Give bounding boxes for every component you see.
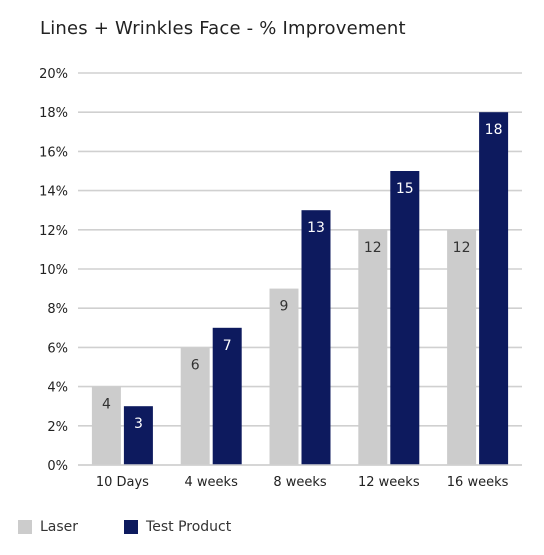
data-label-test-product: 3 [134,416,143,432]
y-tick-label: 18% [39,106,68,121]
bar-laser [269,288,299,465]
data-label-laser: 4 [102,397,111,413]
legend-label-test-product: Test Product [146,519,232,535]
bar-test-product [123,406,153,465]
y-tick-label: 2% [47,420,68,435]
y-tick-label: 12% [39,224,68,239]
bar-test-product [301,210,331,465]
y-tick-label: 4% [47,381,68,396]
bar-test-product [212,327,242,465]
data-label-laser: 9 [280,299,289,315]
legend-item-laser: Laser [18,519,78,535]
bar-laser [358,229,388,465]
x-tick-label: 10 Days [96,475,149,490]
legend: Laser Test Product [18,519,277,535]
bar-test-product [479,112,509,465]
y-tick-label: 10% [39,263,68,278]
data-label-test-product: 15 [396,181,414,197]
y-tick-label: 0% [47,459,68,474]
bar-test-product [390,171,420,465]
x-tick-label: 12 weeks [358,475,420,490]
data-label-test-product: 13 [307,220,325,236]
data-label-laser: 12 [453,240,471,256]
bar-laser [447,229,477,465]
data-label-test-product: 18 [485,122,503,138]
legend-item-test-product: Test Product [124,519,231,535]
y-tick-label: 16% [39,145,68,160]
legend-swatch-test-product [124,520,139,534]
bar-laser [91,386,121,465]
y-tick-label: 14% [39,185,68,200]
x-tick-label: 8 weeks [273,475,327,490]
data-label-test-product: 7 [223,338,232,354]
legend-label-laser: Laser [40,519,79,535]
legend-swatch-laser [18,520,32,534]
x-tick-label: 4 weeks [185,475,239,490]
chart-title: Lines + Wrinkles Face - % Improvement [40,18,406,39]
data-label-laser: 12 [364,240,382,256]
bar-laser [180,347,210,465]
y-tick-label: 6% [47,341,68,356]
data-label-laser: 6 [191,357,200,373]
x-tick-label: 16 weeks [447,475,509,490]
y-tick-label: 8% [47,302,68,317]
y-tick-label: 20% [39,67,68,82]
